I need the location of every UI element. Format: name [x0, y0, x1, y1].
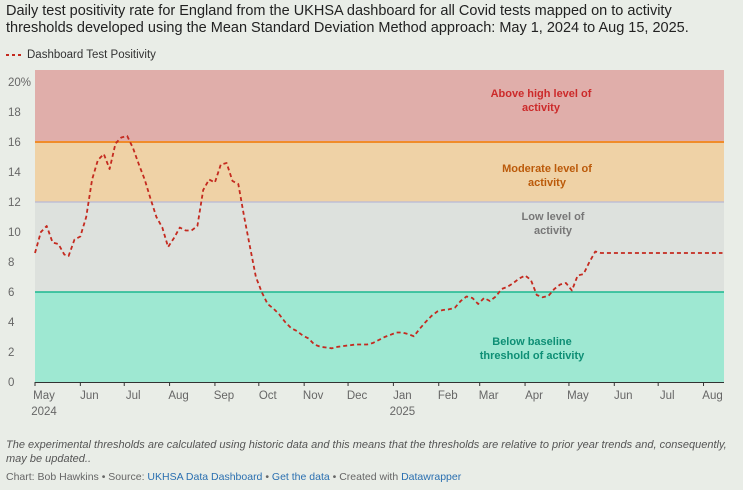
- x-tick-label: Jun: [80, 390, 99, 402]
- band-label-2: Low level of activity: [522, 211, 585, 237]
- x-tick-label: Oct: [259, 390, 278, 402]
- x-tick-label: Dec: [347, 390, 368, 402]
- y-tick-label: 6: [8, 287, 14, 299]
- x-tick-label: Jul: [660, 390, 675, 402]
- y-tick-label: 12: [8, 197, 21, 209]
- y-tick-label: 16: [8, 137, 21, 149]
- x-tick-year: 2024: [31, 406, 57, 418]
- x-tick-label: Jun: [614, 390, 633, 402]
- x-tick-label: Apr: [525, 390, 543, 402]
- y-tick-label: 10: [8, 227, 21, 239]
- y-tick-label: 14: [8, 167, 21, 179]
- credit-sep-source: • Source:: [98, 471, 148, 483]
- x-tick-label: May: [33, 390, 55, 402]
- threshold-band-1: [35, 142, 724, 202]
- chart-credit: Chart: Bob Hawkins • Source: UKHSA Data …: [6, 471, 461, 483]
- x-tick-label: Sep: [214, 390, 234, 402]
- series-line-0: [34, 135, 723, 350]
- x-tick-label: Feb: [438, 390, 458, 402]
- x-tick-label: Nov: [303, 390, 324, 402]
- credit-sep-tool: • Created with: [329, 471, 402, 483]
- x-tick-label: Jul: [126, 390, 141, 402]
- line-chart: Above high level of activity Moderate leve…: [8, 70, 724, 418]
- x-tick-label: May: [567, 390, 589, 402]
- y-tick-label: 8: [8, 257, 14, 269]
- x-tick-label: Mar: [479, 390, 499, 402]
- credit-sep-data: •: [262, 471, 272, 483]
- chart-notes: The experimental thresholds are calculat…: [6, 439, 727, 465]
- get-the-data-link[interactable]: Get the data: [271, 471, 330, 483]
- source-link[interactable]: UKHSA Data Dashboard: [147, 471, 263, 483]
- band-label-0: Above high level of activity: [491, 88, 592, 114]
- legend-label: Dashboard Test Positivity: [27, 49, 156, 61]
- threshold-band-3: [35, 292, 724, 382]
- datawrapper-link[interactable]: Datawrapper: [401, 471, 462, 483]
- y-tick-label: 4: [8, 317, 15, 329]
- credit-author: Chart: Bob Hawkins: [6, 471, 99, 483]
- x-tick-label: Aug: [702, 390, 722, 402]
- y-tick-label: 0: [8, 377, 14, 389]
- x-tick-year: 2025: [390, 406, 416, 418]
- band-label-3: Below baseline threshold of activity: [480, 336, 585, 362]
- band-label-1: Moderate level of activity: [502, 163, 592, 189]
- threshold-band-2: [35, 202, 724, 292]
- legend: Dashboard Test Positivity: [6, 49, 156, 61]
- y-tick-label: 20%: [8, 77, 31, 89]
- y-tick-label: 18: [8, 107, 21, 119]
- threshold-band-0: [35, 70, 724, 142]
- y-tick-label: 2: [8, 347, 14, 359]
- x-tick-label: Aug: [168, 390, 188, 402]
- x-tick-label: Jan: [393, 390, 412, 402]
- chart-title: Daily test positivity rate for England f…: [6, 3, 689, 36]
- legend-dashed-line-icon: [6, 54, 22, 56]
